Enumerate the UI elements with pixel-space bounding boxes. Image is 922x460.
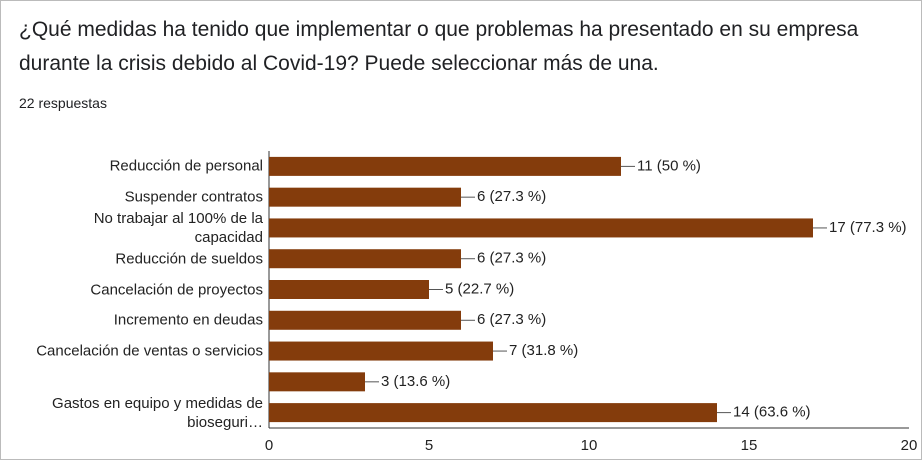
value-label: 5 (22.7 %)	[445, 280, 514, 297]
category-label: Cancelación de proyectos	[90, 281, 263, 298]
value-label: 7 (31.8 %)	[509, 342, 578, 359]
bar	[269, 403, 717, 423]
bar	[269, 156, 621, 176]
category-label: No trabajar al 100% de la capacidad	[93, 209, 263, 246]
bar	[269, 310, 461, 330]
category-label: Suspender contratos	[124, 188, 263, 206]
x-tick-label: 15	[741, 437, 758, 454]
bar	[269, 341, 493, 361]
x-tick-label: 20	[901, 437, 918, 454]
response-count: 22 respuestas	[19, 95, 107, 111]
bar	[269, 218, 813, 238]
category-label: Cancelación de ventas o servicios	[36, 342, 263, 360]
category-label: Reducción de sueldos	[115, 250, 263, 268]
chart-title: ¿Qué medidas ha tenido que implementar o…	[19, 18, 859, 75]
value-label: 17 (77.3 %)	[829, 219, 907, 236]
category-label: Gastos en equipo y medidas de bioseguri…	[52, 394, 263, 431]
x-tick-label: 5	[425, 437, 433, 454]
value-label: 6 (27.3 %)	[477, 250, 546, 267]
category-label: Reducción de personal	[109, 157, 263, 175]
value-label: 6 (27.3 %)	[477, 311, 546, 328]
bar	[269, 249, 461, 269]
bar	[269, 372, 365, 392]
category-label: Incremento en deudas	[113, 311, 263, 329]
bar	[269, 187, 461, 207]
value-label: 6 (27.3 %)	[477, 188, 546, 205]
value-label: 14 (63.6 %)	[733, 404, 811, 421]
x-tick-label: 10	[581, 437, 598, 454]
value-label: 3 (13.6 %)	[381, 373, 450, 390]
bar	[269, 280, 429, 299]
x-tick-label: 0	[265, 437, 273, 454]
value-label: 11 (50 %)	[637, 157, 701, 174]
